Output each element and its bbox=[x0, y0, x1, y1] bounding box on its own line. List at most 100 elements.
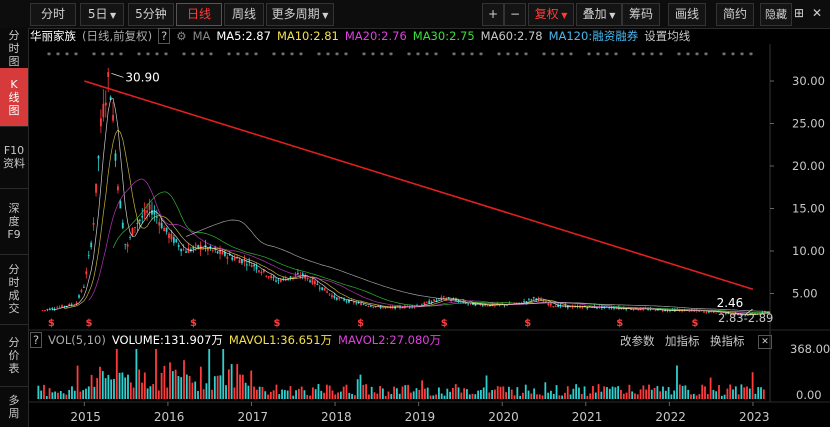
event-marker[interactable]: * bbox=[506, 51, 510, 60]
more-periods-button[interactable]: 更多周期 ▼ bbox=[266, 3, 334, 26]
sidebar-item-depth[interactable]: 深度F9 bbox=[0, 188, 28, 255]
drawn-trend-line[interactable] bbox=[84, 80, 754, 291]
chips-button[interactable]: 筹码 bbox=[622, 3, 660, 26]
event-marker[interactable]: * bbox=[236, 51, 240, 60]
event-marker[interactable]: * bbox=[389, 51, 393, 60]
event-marker[interactable]: * bbox=[146, 51, 150, 60]
event-marker[interactable]: * bbox=[551, 51, 555, 60]
event-marker[interactable]: * bbox=[731, 51, 735, 60]
event-marker[interactable]: * bbox=[542, 51, 546, 60]
event-marker[interactable]: * bbox=[461, 51, 465, 60]
event-marker[interactable]: * bbox=[317, 51, 321, 60]
event-marker[interactable]: * bbox=[101, 51, 105, 60]
event-marker[interactable]: * bbox=[704, 51, 708, 60]
event-marker[interactable]: * bbox=[56, 51, 60, 60]
event-marker[interactable]: * bbox=[191, 51, 195, 60]
kline-chart[interactable]: * * * * * * * * * * * * * * * * * * * * * * * * * * * * * * * * * * * * * * * *… bbox=[28, 44, 830, 427]
event-marker[interactable]: * bbox=[569, 51, 573, 60]
event-marker[interactable]: * bbox=[416, 51, 420, 60]
event-marker[interactable]: * bbox=[740, 51, 744, 60]
event-marker[interactable]: * bbox=[470, 51, 474, 60]
event-marker[interactable]: * bbox=[587, 51, 591, 60]
event-marker[interactable]: * bbox=[695, 51, 699, 60]
event-marker[interactable]: * bbox=[452, 51, 456, 60]
grid-icon[interactable]: ⊞ bbox=[793, 6, 805, 20]
sidebar-item-trades[interactable]: 分时成交 bbox=[0, 254, 28, 325]
event-marker[interactable]: * bbox=[371, 51, 375, 60]
adjust-button[interactable]: 复权 ▼ bbox=[528, 3, 574, 26]
event-marker[interactable]: * bbox=[110, 51, 114, 60]
event-marker[interactable]: * bbox=[632, 51, 636, 60]
event-marker[interactable]: * bbox=[245, 51, 249, 60]
event-marker[interactable]: * bbox=[272, 51, 276, 60]
period-5day-button[interactable]: 5日 ▼ bbox=[80, 3, 124, 26]
event-marker[interactable]: * bbox=[74, 51, 78, 60]
event-marker[interactable]: * bbox=[92, 51, 96, 60]
event-marker[interactable]: * bbox=[641, 51, 645, 60]
vol-help-icon[interactable]: ? bbox=[30, 332, 43, 348]
gear-icon[interactable]: ⚙ bbox=[176, 29, 187, 43]
event-marker[interactable]: * bbox=[686, 51, 690, 60]
event-marker[interactable]: * bbox=[362, 51, 366, 60]
event-marker[interactable]: * bbox=[497, 51, 501, 60]
event-marker[interactable]: * bbox=[659, 51, 663, 60]
overlay-button[interactable]: 叠加 ▼ bbox=[576, 3, 622, 26]
close-icon[interactable]: ✕ bbox=[811, 6, 823, 20]
sidebar-item-price-table[interactable]: 分价表 bbox=[0, 324, 28, 387]
dividend-marker[interactable]: $ bbox=[357, 318, 364, 329]
event-marker[interactable]: * bbox=[299, 51, 303, 60]
help-icon[interactable]: ? bbox=[158, 28, 171, 44]
event-marker[interactable]: * bbox=[290, 51, 294, 60]
event-marker[interactable]: * bbox=[380, 51, 384, 60]
event-marker[interactable]: * bbox=[407, 51, 411, 60]
event-marker[interactable]: * bbox=[596, 51, 600, 60]
event-marker[interactable]: * bbox=[749, 51, 753, 60]
event-marker[interactable]: * bbox=[164, 51, 168, 60]
add-indicator-button[interactable]: 加指标 bbox=[665, 334, 700, 348]
event-marker[interactable]: * bbox=[227, 51, 231, 60]
period-intraday-button[interactable]: 分时 bbox=[30, 3, 76, 26]
zoom-out-button[interactable]: − bbox=[504, 3, 526, 26]
dividend-marker[interactable]: $ bbox=[616, 318, 623, 329]
event-marker[interactable]: * bbox=[605, 51, 609, 60]
event-marker[interactable]: * bbox=[200, 51, 204, 60]
event-marker[interactable]: * bbox=[137, 51, 141, 60]
close-icon[interactable]: ✕ bbox=[758, 335, 772, 349]
event-marker[interactable]: * bbox=[722, 51, 726, 60]
event-marker[interactable]: * bbox=[65, 51, 69, 60]
event-marker[interactable]: * bbox=[335, 51, 339, 60]
event-marker[interactable]: * bbox=[344, 51, 348, 60]
dividend-marker[interactable]: $ bbox=[190, 318, 197, 329]
event-marker[interactable]: * bbox=[281, 51, 285, 60]
hide-button[interactable]: 隐藏 bbox=[760, 3, 792, 26]
dividend-marker[interactable]: $ bbox=[524, 318, 531, 329]
sidebar-item-kline[interactable]: K线图 bbox=[0, 68, 28, 127]
dividend-marker[interactable]: $ bbox=[48, 318, 55, 329]
event-marker[interactable]: * bbox=[182, 51, 186, 60]
simple-mode-button[interactable]: 简约 bbox=[716, 3, 754, 26]
edit-params-button[interactable]: 改参数 bbox=[620, 334, 655, 348]
event-marker[interactable]: * bbox=[650, 51, 654, 60]
event-marker[interactable]: * bbox=[560, 51, 564, 60]
event-marker[interactable]: * bbox=[209, 51, 213, 60]
sidebar-item-intraday[interactable]: 分时图 bbox=[0, 28, 28, 69]
switch-indicator-button[interactable]: 换指标 bbox=[710, 334, 745, 348]
event-marker[interactable]: * bbox=[434, 51, 438, 60]
event-marker[interactable]: * bbox=[524, 51, 528, 60]
event-marker[interactable]: * bbox=[614, 51, 618, 60]
period-daily-button[interactable]: 日线 bbox=[176, 3, 222, 26]
dividend-marker[interactable]: $ bbox=[86, 318, 93, 329]
dividend-marker[interactable]: $ bbox=[274, 318, 281, 329]
event-marker[interactable]: * bbox=[254, 51, 258, 60]
zoom-in-button[interactable]: + bbox=[482, 3, 504, 26]
dividend-marker[interactable]: $ bbox=[441, 318, 448, 329]
draw-line-button[interactable]: 画线 bbox=[668, 3, 706, 26]
dividend-marker[interactable]: $ bbox=[691, 318, 698, 329]
period-5min-button[interactable]: 5分钟 bbox=[128, 3, 174, 26]
event-marker[interactable]: * bbox=[677, 51, 681, 60]
ma-settings-button[interactable]: 设置均线 bbox=[644, 29, 691, 43]
event-marker[interactable]: * bbox=[326, 51, 330, 60]
sidebar-item-f10[interactable]: F10资料 bbox=[0, 126, 28, 189]
period-weekly-button[interactable]: 周线 bbox=[224, 3, 264, 26]
event-marker[interactable]: * bbox=[479, 51, 483, 60]
